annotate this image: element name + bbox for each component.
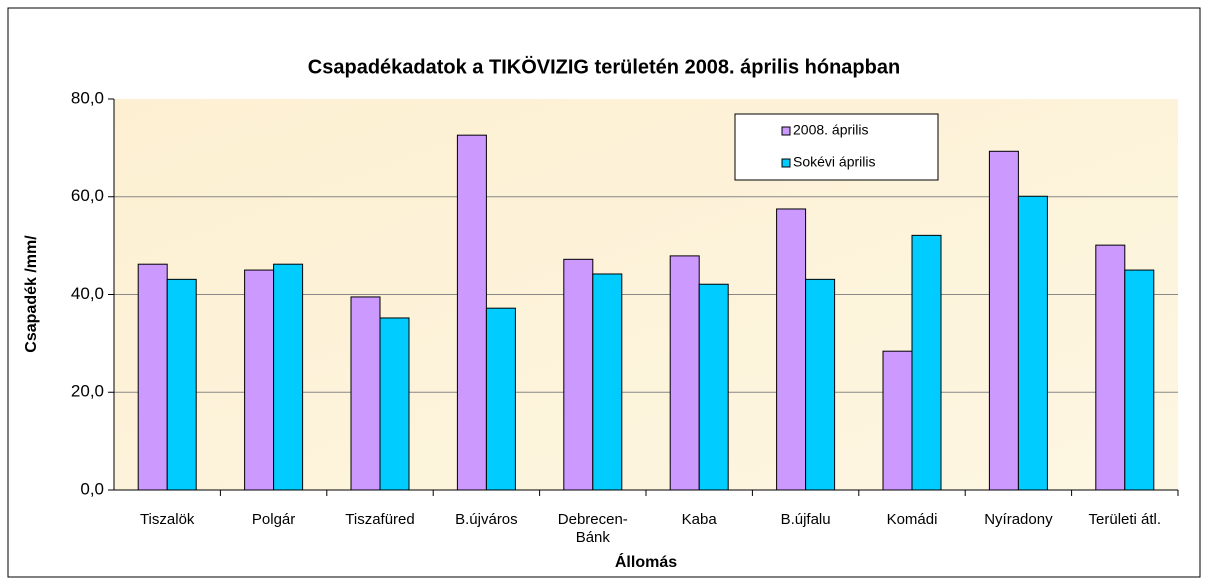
- bar: [166, 278, 197, 491]
- x-tick-label: B.újváros: [455, 511, 518, 528]
- bar: [911, 234, 942, 491]
- bar: [137, 263, 168, 491]
- bar: [244, 269, 275, 491]
- x-tick-label: Területi átl.: [1089, 511, 1162, 528]
- legend-box: [734, 113, 939, 181]
- bar: [273, 263, 304, 491]
- x-tick-label: Kaba: [682, 511, 718, 528]
- legend-swatch: [781, 126, 791, 136]
- y-tick-label: 80,0: [71, 88, 104, 107]
- bar: [592, 273, 623, 491]
- bar: [776, 208, 807, 491]
- bar: [350, 296, 381, 491]
- bar: [1017, 195, 1048, 491]
- bar: [485, 307, 516, 491]
- x-tick-label: Polgár: [252, 511, 295, 528]
- x-tick-label: B.újfalu: [781, 511, 831, 528]
- x-tick-label: Tiszafüred: [345, 511, 414, 528]
- x-tick-label: Nyíradony: [984, 511, 1053, 528]
- legend-label: 2008. április: [793, 122, 869, 138]
- bar: [1095, 244, 1126, 491]
- bar: [669, 255, 700, 491]
- bar: [456, 134, 487, 491]
- x-axis-title: Állomás: [615, 552, 677, 571]
- x-tick-label: Komádi: [887, 511, 938, 528]
- bar: [1124, 269, 1155, 491]
- x-tick-label: Tiszalök: [140, 511, 195, 528]
- legend-label: Sokévi április: [793, 154, 875, 170]
- chart-title: Csapadékadatok a TIKÖVIZIG területén 200…: [308, 55, 900, 78]
- y-tick-label: 40,0: [71, 284, 104, 303]
- bar: [805, 278, 836, 491]
- bar: [563, 258, 594, 491]
- bar: [379, 317, 410, 491]
- x-tick-label: Debrecen-Bánk: [558, 511, 628, 546]
- bar: [988, 150, 1019, 491]
- y-tick-label: 60,0: [71, 186, 104, 205]
- bar: [698, 283, 729, 491]
- y-axis-title: Csapadék /mm/: [23, 235, 40, 353]
- y-tick-label: 20,0: [71, 382, 104, 401]
- y-tick-label: 0,0: [80, 479, 104, 498]
- bar: [882, 350, 913, 491]
- legend-swatch: [781, 158, 791, 168]
